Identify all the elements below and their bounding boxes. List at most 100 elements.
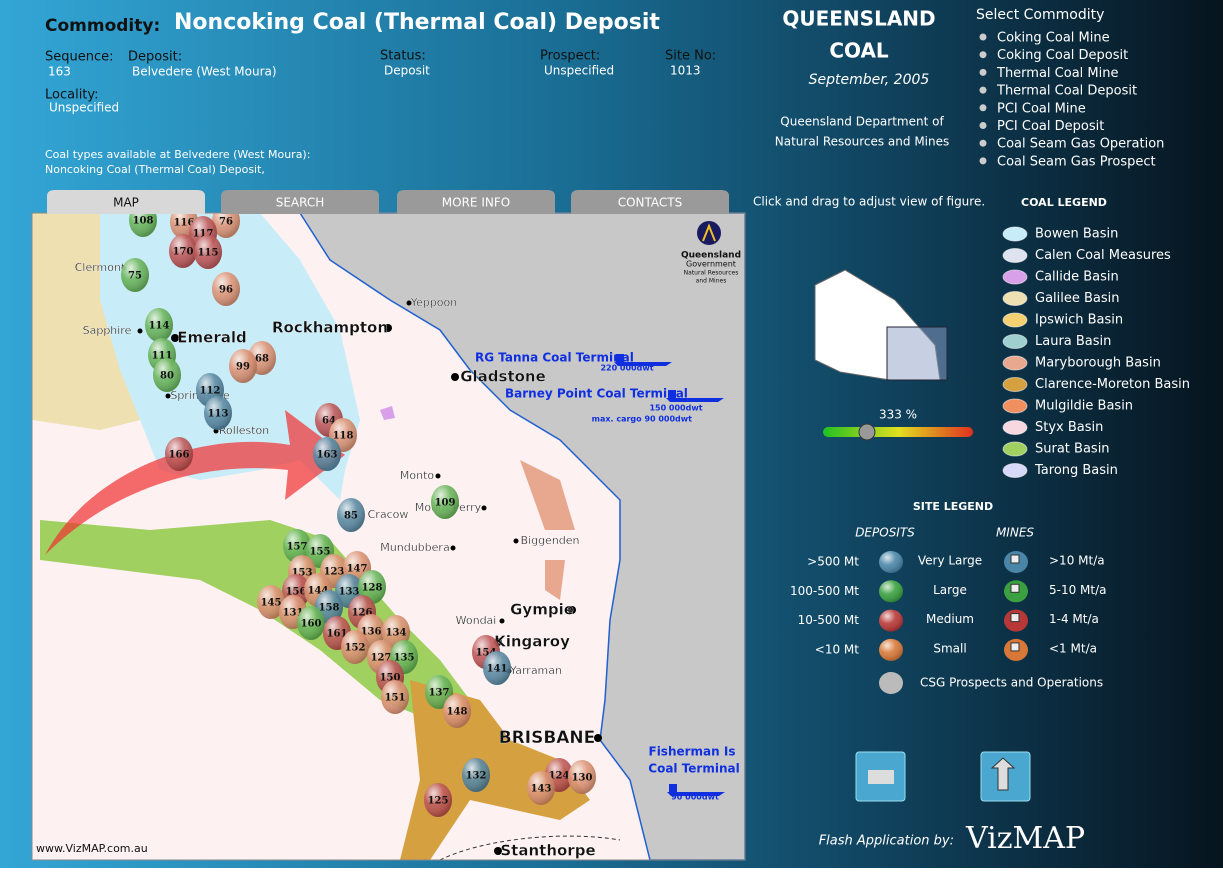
site-label[interactable]: 99 [236, 362, 250, 373]
bullet [979, 122, 987, 129]
site-label[interactable]: 147 [347, 564, 368, 575]
site-label[interactable]: 137 [429, 688, 450, 699]
field-label: Locality: [45, 88, 99, 103]
print-button[interactable] [855, 751, 906, 802]
commodity-option[interactable]: Coal Seam Gas Prospect [997, 154, 1156, 169]
site-label[interactable]: 141 [487, 664, 508, 675]
mine-label: 1-4 Mt/a [1049, 612, 1099, 626]
tab[interactable] [397, 190, 555, 214]
place-label: Mundubbera [380, 541, 449, 554]
mine-mark [1010, 642, 1020, 652]
gov-logo-text: Queensland [681, 251, 741, 261]
site-label[interactable]: 108 [133, 216, 154, 227]
bullet [979, 157, 987, 165]
commodity-option[interactable]: Coking Coal Mine [997, 31, 1110, 46]
site-label[interactable]: 150 [380, 673, 401, 684]
map[interactable]: ClermontEmeraldSapphireSpringsureRollest… [32, 203, 745, 860]
site-gloss [483, 651, 511, 685]
mine-label: >10 Mt/a [1049, 554, 1105, 568]
legend-label: Galilee Basin [1035, 291, 1120, 306]
site-label[interactable]: 136 [361, 627, 382, 638]
site-label[interactable]: 116 [174, 218, 195, 229]
tab-label[interactable]: CONTACTS [618, 196, 683, 210]
site-label[interactable]: 115 [198, 248, 219, 259]
site-label[interactable]: 96 [219, 285, 233, 296]
site-label[interactable]: 145 [261, 598, 282, 609]
place-label: Monto [400, 469, 435, 482]
site-label[interactable]: 130 [572, 773, 593, 784]
site-label[interactable]: 128 [362, 583, 383, 594]
tab-label[interactable]: MAP [113, 196, 139, 210]
site-label[interactable]: 163 [317, 450, 338, 461]
csg-label: CSG Prospects and Operations [920, 676, 1103, 690]
select-title: Select Commodity [976, 7, 1104, 23]
terminal-label: Coal Terminal [648, 762, 739, 776]
site-label[interactable]: 112 [200, 386, 221, 397]
site-label[interactable]: 114 [149, 321, 170, 332]
site-label[interactable]: 133 [339, 587, 360, 598]
site-gloss [257, 585, 285, 619]
commodity-option[interactable]: PCI Coal Mine [997, 101, 1086, 116]
site-label[interactable]: 109 [435, 498, 456, 509]
tab[interactable] [221, 190, 379, 214]
site-label[interactable]: 157 [287, 542, 308, 553]
site-label[interactable]: 127 [371, 653, 392, 664]
tab[interactable] [47, 190, 205, 214]
site-label[interactable]: 111 [152, 351, 173, 362]
commodity-option[interactable]: Thermal Coal Deposit [996, 84, 1137, 99]
town-dot [171, 334, 179, 342]
inset-view[interactable] [886, 326, 948, 381]
site-label[interactable]: 117 [193, 229, 214, 240]
site-label[interactable]: 156 [286, 587, 307, 598]
brand-title: QUEENSLAND [782, 7, 935, 31]
site-label[interactable]: 148 [447, 707, 468, 718]
map-credit: www.VizMAP.com.au [36, 842, 148, 855]
zoom-handle[interactable] [858, 423, 876, 441]
site-label[interactable]: 135 [394, 653, 415, 664]
site-label[interactable]: 123 [324, 567, 345, 578]
site-label[interactable]: 64 [322, 416, 336, 427]
site-label[interactable]: 125 [428, 796, 449, 807]
back-button[interactable] [980, 751, 1031, 802]
terminal-label: Fisherman Is [649, 745, 736, 759]
site-label[interactable]: 170 [173, 247, 194, 258]
commodity-option[interactable]: Thermal Coal Mine [996, 66, 1118, 81]
legend-swatch [1002, 312, 1028, 328]
commodity-option[interactable]: Coal Seam Gas Operation [997, 137, 1164, 152]
site-gloss [204, 396, 232, 430]
legend-swatch [1002, 291, 1028, 306]
site-label[interactable]: 160 [301, 619, 322, 630]
site-label[interactable]: 134 [386, 628, 407, 639]
site-label[interactable]: 161 [327, 629, 348, 640]
site-label[interactable]: 158 [319, 603, 340, 614]
site-label[interactable]: 132 [466, 771, 487, 782]
tab-label[interactable]: MORE INFO [442, 196, 510, 210]
tab[interactable] [571, 190, 729, 214]
site-label[interactable]: 166 [169, 450, 190, 461]
site-label[interactable]: 151 [385, 693, 406, 704]
site-label[interactable]: 76 [219, 217, 233, 228]
site-label[interactable]: 68 [255, 354, 269, 365]
site-label[interactable]: 85 [344, 511, 358, 522]
site-label[interactable]: 154 [476, 648, 497, 659]
site-label[interactable]: 124 [549, 771, 570, 782]
site-label[interactable]: 155 [310, 547, 331, 558]
site-gloss [229, 349, 257, 383]
legend-swatch [1002, 463, 1028, 478]
commodity-option[interactable]: PCI Coal Deposit [997, 119, 1104, 134]
field-value: Unspecified [544, 64, 614, 78]
site-label[interactable]: 113 [208, 409, 229, 420]
site-label[interactable]: 118 [333, 431, 354, 442]
mine-label: 5-10 Mt/a [1049, 583, 1107, 597]
zoom-slider[interactable] [823, 427, 973, 437]
site-label[interactable]: 143 [531, 784, 552, 795]
site-label[interactable]: 126 [352, 608, 373, 619]
commodity-option[interactable]: Coking Coal Deposit [997, 48, 1128, 63]
site-label[interactable]: 153 [292, 568, 313, 579]
site-label[interactable]: 144 [308, 586, 329, 597]
site-label[interactable]: 75 [128, 271, 142, 282]
site-label[interactable]: 152 [345, 643, 366, 654]
site-label[interactable]: 80 [160, 371, 174, 382]
tab-label[interactable]: SEARCH [276, 196, 325, 210]
site-label[interactable]: 131 [283, 608, 304, 619]
